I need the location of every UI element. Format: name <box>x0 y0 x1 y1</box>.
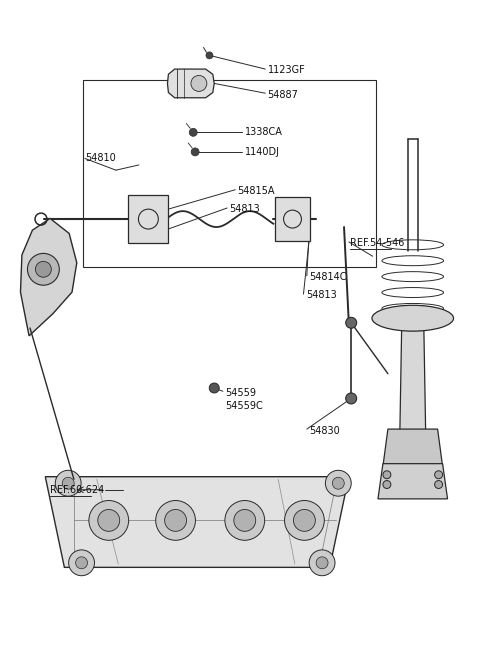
Polygon shape <box>129 195 168 243</box>
Polygon shape <box>383 429 443 466</box>
Polygon shape <box>168 69 214 98</box>
Circle shape <box>325 470 351 496</box>
Circle shape <box>285 501 324 541</box>
Circle shape <box>434 481 443 489</box>
Text: 54813: 54813 <box>229 204 260 215</box>
Circle shape <box>346 318 357 328</box>
Circle shape <box>191 148 199 156</box>
Circle shape <box>75 557 87 569</box>
Circle shape <box>293 510 315 531</box>
Text: 54830: 54830 <box>309 426 340 436</box>
Circle shape <box>346 393 357 404</box>
Circle shape <box>98 510 120 531</box>
Text: 1123GF: 1123GF <box>268 66 305 75</box>
Text: 54559C: 54559C <box>225 401 263 411</box>
Circle shape <box>189 129 197 136</box>
Circle shape <box>434 471 443 479</box>
Circle shape <box>206 52 213 59</box>
Text: 54815A: 54815A <box>238 186 275 196</box>
Circle shape <box>89 501 129 541</box>
Text: 54814C: 54814C <box>309 272 347 282</box>
Circle shape <box>309 550 335 576</box>
Circle shape <box>191 75 207 91</box>
Circle shape <box>316 557 328 569</box>
Circle shape <box>55 470 81 496</box>
Circle shape <box>225 501 264 541</box>
Text: 54559: 54559 <box>225 388 256 398</box>
Text: 1338CA: 1338CA <box>245 127 283 137</box>
Text: 1140DJ: 1140DJ <box>245 147 280 157</box>
Polygon shape <box>45 477 349 567</box>
Circle shape <box>332 478 344 489</box>
Text: REF.60-624: REF.60-624 <box>50 485 104 495</box>
Circle shape <box>62 478 74 489</box>
Circle shape <box>383 481 391 489</box>
Polygon shape <box>400 318 426 434</box>
Polygon shape <box>378 464 447 499</box>
Text: REF.54-546: REF.54-546 <box>350 238 404 248</box>
Polygon shape <box>21 218 77 336</box>
Text: 54887: 54887 <box>268 89 299 100</box>
Circle shape <box>165 510 187 531</box>
Circle shape <box>234 510 256 531</box>
Text: 54810: 54810 <box>85 154 116 163</box>
Circle shape <box>36 261 51 277</box>
Circle shape <box>27 253 60 285</box>
Circle shape <box>69 550 95 576</box>
Text: 54813: 54813 <box>306 291 336 300</box>
Circle shape <box>209 383 219 393</box>
Polygon shape <box>275 197 311 241</box>
Ellipse shape <box>372 305 454 331</box>
Circle shape <box>383 471 391 479</box>
Circle shape <box>156 501 195 541</box>
